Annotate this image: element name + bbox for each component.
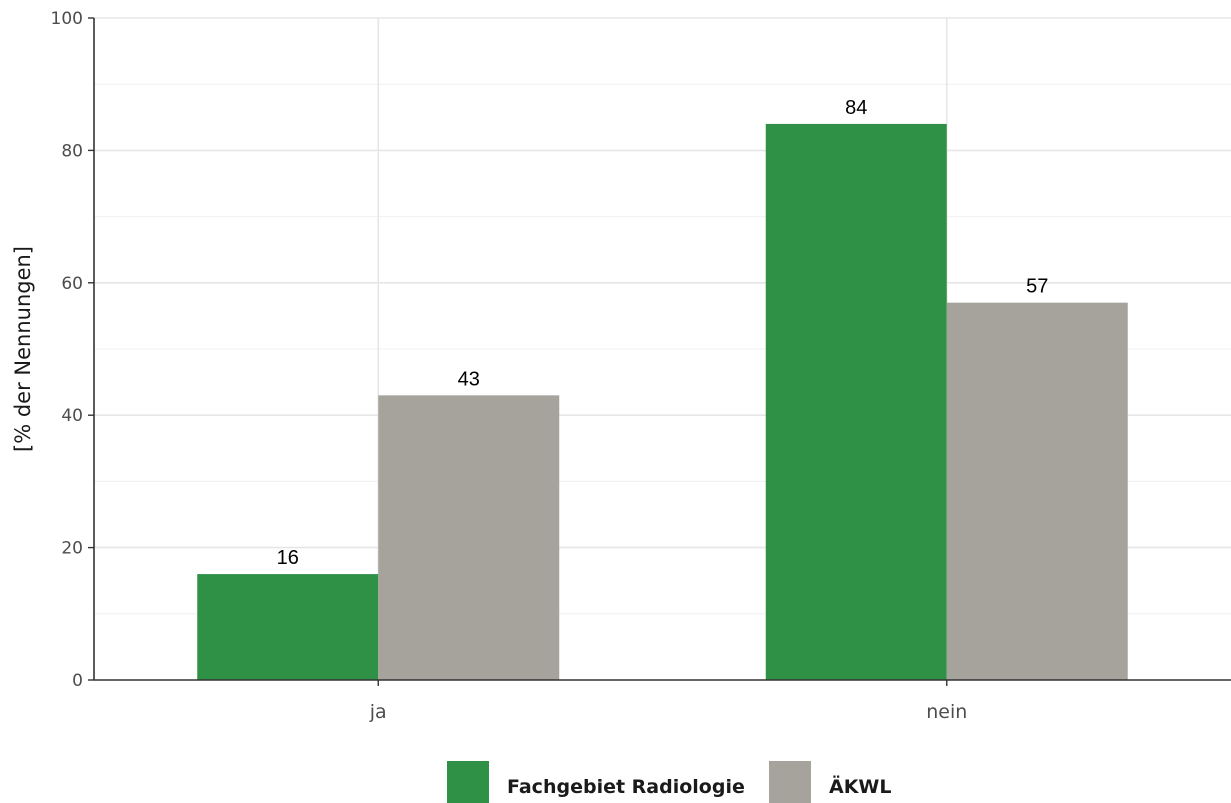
y-tick-label: 60 <box>61 274 83 294</box>
x-tick-label: nein <box>926 701 967 723</box>
legend-label: Fachgebiet Radiologie <box>507 776 745 798</box>
legend-label: ÄKWL <box>829 774 892 798</box>
data-label: 84 <box>845 97 867 119</box>
bar <box>946 302 1128 680</box>
bar <box>197 574 379 680</box>
y-axis-title: [% der Nennungen] <box>11 246 35 452</box>
legend-key <box>447 761 489 803</box>
bar <box>765 123 947 681</box>
y-tick-label: 40 <box>61 406 83 426</box>
y-tick-label: 0 <box>72 671 83 691</box>
bars <box>197 123 1128 681</box>
data-label: 57 <box>1026 276 1048 298</box>
bar <box>378 395 560 680</box>
y-tick-label: 100 <box>51 9 83 29</box>
axes: 0 20 40 60 80 100 ja nein <box>51 9 1231 723</box>
x-tick-label: ja <box>369 701 387 723</box>
data-labels: 16 84 43 57 <box>277 97 1049 569</box>
legend-key <box>769 761 811 803</box>
data-label: 16 <box>277 547 299 569</box>
y-tick-label: 20 <box>61 539 83 559</box>
y-tick-label: 80 <box>61 141 83 161</box>
legend: Fachgebiet Radiologie ÄKWL <box>447 761 892 803</box>
data-label: 43 <box>458 368 480 390</box>
